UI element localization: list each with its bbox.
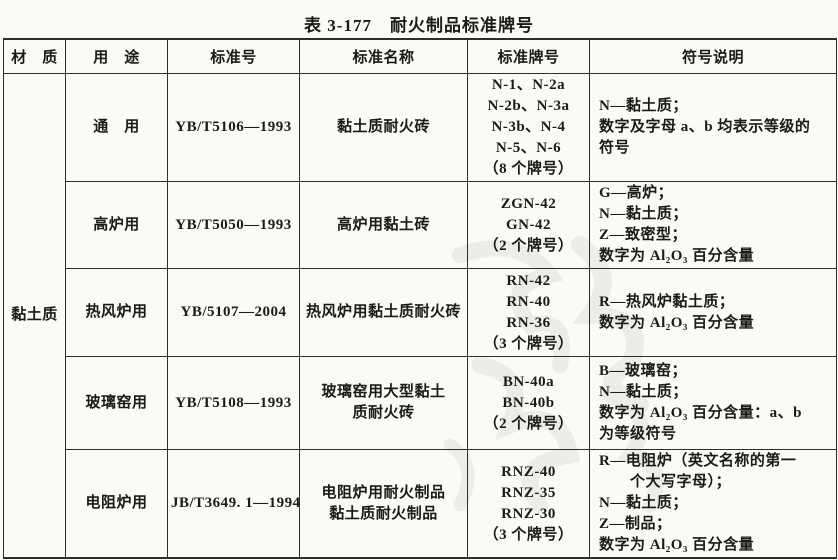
use-cell: 通 用	[65, 73, 168, 182]
table-row: 电阻炉用 JB/T3649. 1—1994 电阻炉用耐火制品 黏土质耐火制品 RNZ-4…	[4, 449, 837, 559]
text-line: 数字为 Al₂O₃ 百分含量：a、b	[599, 405, 803, 421]
text-line: YB/T5108—1993	[175, 394, 292, 411]
standard-no-cell: JB/T3649. 1—1994	[167, 449, 301, 559]
text-line: R—热风炉黏土质；	[599, 293, 735, 310]
text-line: RN-42	[506, 272, 551, 289]
text-line: N-1、N-2a	[491, 77, 566, 93]
standard-name-cell: 电阻炉用耐火制品 黏土质耐火制品	[299, 449, 468, 559]
text-line: N—黏土质；	[599, 98, 688, 114]
grade-cell: BN-40a BN-40b （2 个牌号）	[467, 356, 590, 450]
text-line: 个大写字母）；	[599, 474, 732, 490]
text-line: N-5、N-6	[495, 140, 562, 156]
use-cell: 高炉用	[65, 181, 168, 269]
grade-cell: RNZ-40 RNZ-35 RNZ-30 （3 个牌号）	[467, 449, 590, 559]
text-line: JB/T3649. 1—1994	[171, 495, 301, 511]
text-line: 热风炉用黏土质耐火砖	[305, 304, 461, 320]
text-line: （8 个牌号）	[483, 161, 574, 177]
table-body: 黏土质 通 用 YB/T5106—1993 黏土质耐火砖 N-1、N-2a N-2b、N-…	[3, 73, 837, 559]
text-line: Z—致密型；	[599, 227, 688, 243]
text-line: 数字及字母 a、b 均表示等级的	[599, 119, 811, 135]
column-header-standard-name: 标准名称	[299, 38, 468, 74]
text-line: RNZ-40	[501, 463, 556, 480]
table-row: 高炉用 YB/T5050—1993 高炉用黏土砖 ZGN-42 GN-42 （2 个牌号）…	[4, 181, 837, 269]
text-line: 数字为 Al₂O₃ 百分含量	[599, 314, 755, 331]
text-line: （3 个牌号）	[483, 335, 574, 352]
text-line: （2 个牌号）	[483, 237, 574, 254]
text-line: ZGN-42	[500, 195, 557, 212]
header-row: 材 质 用 途 标准号 标准名称 标准牌号 符号说明	[3, 38, 837, 74]
text-line: 质耐火砖	[352, 405, 415, 421]
text-line: GN-42	[506, 216, 551, 233]
text-line: 高炉用黏土砖	[336, 216, 430, 233]
text-line: 数字为 Al₂O₃ 百分含量	[599, 537, 755, 553]
grade-cell: N-1、N-2a N-2b、N-3a N-3b、N-4 N-5、N-6 （8 个牌号）	[467, 73, 590, 182]
column-header-grade: 标准牌号	[467, 38, 590, 74]
use-cell: 电阻炉用	[65, 449, 168, 559]
standard-name-cell: 热风炉用黏土质耐火砖	[299, 268, 468, 357]
text-line: B—玻璃窑；	[599, 363, 688, 379]
text-line: 玻璃窑用大型黏土	[321, 384, 446, 400]
column-header-symbol-explanation: 符号说明	[589, 38, 837, 74]
use-cell: 热风炉用	[65, 268, 168, 357]
refractory-standard-table: 材 质 用 途 标准号 标准名称 标准牌号 符号说明 黏土质 通 用 YB/T510…	[3, 38, 837, 559]
grade-cell: RN-42 RN-40 RN-36 （3 个牌号）	[467, 268, 590, 357]
standard-name-cell: 黏土质耐火砖	[299, 73, 468, 182]
text-line: 黏土质耐火砖	[336, 119, 430, 135]
text-line: N—黏土质；	[599, 206, 688, 222]
text-line: 数字为 Al₂O₃ 百分含量	[599, 248, 755, 264]
table-row: 黏土质 通 用 YB/T5106—1993 黏土质耐火砖 N-1、N-2a N-2b、N-…	[3, 73, 837, 559]
standard-no-cell: YB/T5106—1993	[167, 73, 300, 182]
symbol-explanation-cell: R—电阻炉（英文名称的第一 个大写字母）； N—黏土质； Z—制品； 数字为 Al₂O…	[589, 449, 837, 559]
text-line: 黏土质	[11, 307, 58, 323]
text-line: RNZ-30	[501, 505, 556, 522]
symbol-explanation-cell: N—黏土质； 数字及字母 a、b 均表示等级的 符号	[589, 73, 837, 182]
symbol-explanation-cell: B—玻璃窑； N—黏土质； 数字为 Al₂O₃ 百分含量：a、b 为等级符号	[589, 356, 837, 450]
text-line: 电阻炉用耐火制品	[321, 484, 446, 501]
text-line: 为等级符号	[599, 426, 677, 442]
text-line: N—黏土质；	[599, 384, 688, 400]
text-line: YB/5107—2004	[180, 304, 287, 320]
table-row: 玻璃窑用 YB/T5108—1993 玻璃窑用大型黏土 质耐火砖 BN-40a BN-40…	[4, 356, 837, 450]
text-line: R—电阻炉（英文名称的第一	[599, 453, 797, 469]
text-line: 玻璃窑用	[85, 394, 148, 411]
text-line: （3 个牌号）	[483, 526, 574, 543]
page-title: 表 3-177 耐火制品标准牌号	[304, 16, 534, 35]
text-line: 黏土质耐火制品	[329, 505, 438, 522]
text-line: N-3b、N-4	[491, 119, 566, 135]
text-line: BN-40b	[502, 394, 555, 411]
symbol-explanation-cell: G—高炉； N—黏土质； Z—致密型； 数字为 Al₂O₃ 百分含量	[589, 181, 837, 269]
grade-cell: ZGN-42 GN-42 （2 个牌号）	[467, 181, 590, 269]
text-line: RN-36	[506, 314, 551, 331]
text-line: RN-40	[506, 293, 551, 310]
text-line: 热风炉用	[85, 304, 148, 320]
standard-no-cell: YB/T5108—1993	[167, 356, 300, 450]
text-line: N-2b、N-3a	[487, 98, 570, 114]
standard-name-cell: 高炉用黏土砖	[299, 181, 468, 269]
text-line: RNZ-35	[501, 484, 556, 501]
text-line: 通 用	[93, 119, 140, 135]
text-line: BN-40a	[502, 373, 555, 390]
standard-no-cell: YB/5107—2004	[167, 268, 300, 357]
text-line: N—黏土质；	[599, 495, 688, 511]
text-line: （2 个牌号）	[483, 415, 574, 432]
standard-no-cell: YB/T5050—1993	[167, 181, 300, 269]
text-line: Z—制品；	[599, 516, 672, 532]
material-cell: 黏土质	[3, 73, 66, 559]
column-header-material: 材 质	[3, 38, 66, 74]
text-line: 符号	[599, 140, 631, 156]
use-cell: 玻璃窑用	[65, 356, 168, 450]
text-line: G—高炉；	[599, 185, 674, 201]
text-line: 电阻炉用	[85, 495, 148, 511]
standard-name-cell: 玻璃窑用大型黏土 质耐火砖	[299, 356, 468, 450]
column-header-use: 用 途	[65, 38, 168, 74]
symbol-explanation-cell: R—热风炉黏土质； 数字为 Al₂O₃ 百分含量	[589, 268, 837, 357]
text-line: YB/T5106—1993	[175, 119, 292, 135]
text-line: 高炉用	[93, 216, 140, 233]
column-header-standard-no: 标准号	[167, 38, 300, 74]
text-line: YB/T5050—1993	[175, 216, 292, 233]
table-row: 热风炉用 YB/5107—2004 热风炉用黏土质耐火砖 RN-42 RN-40 RN-3…	[4, 268, 837, 357]
